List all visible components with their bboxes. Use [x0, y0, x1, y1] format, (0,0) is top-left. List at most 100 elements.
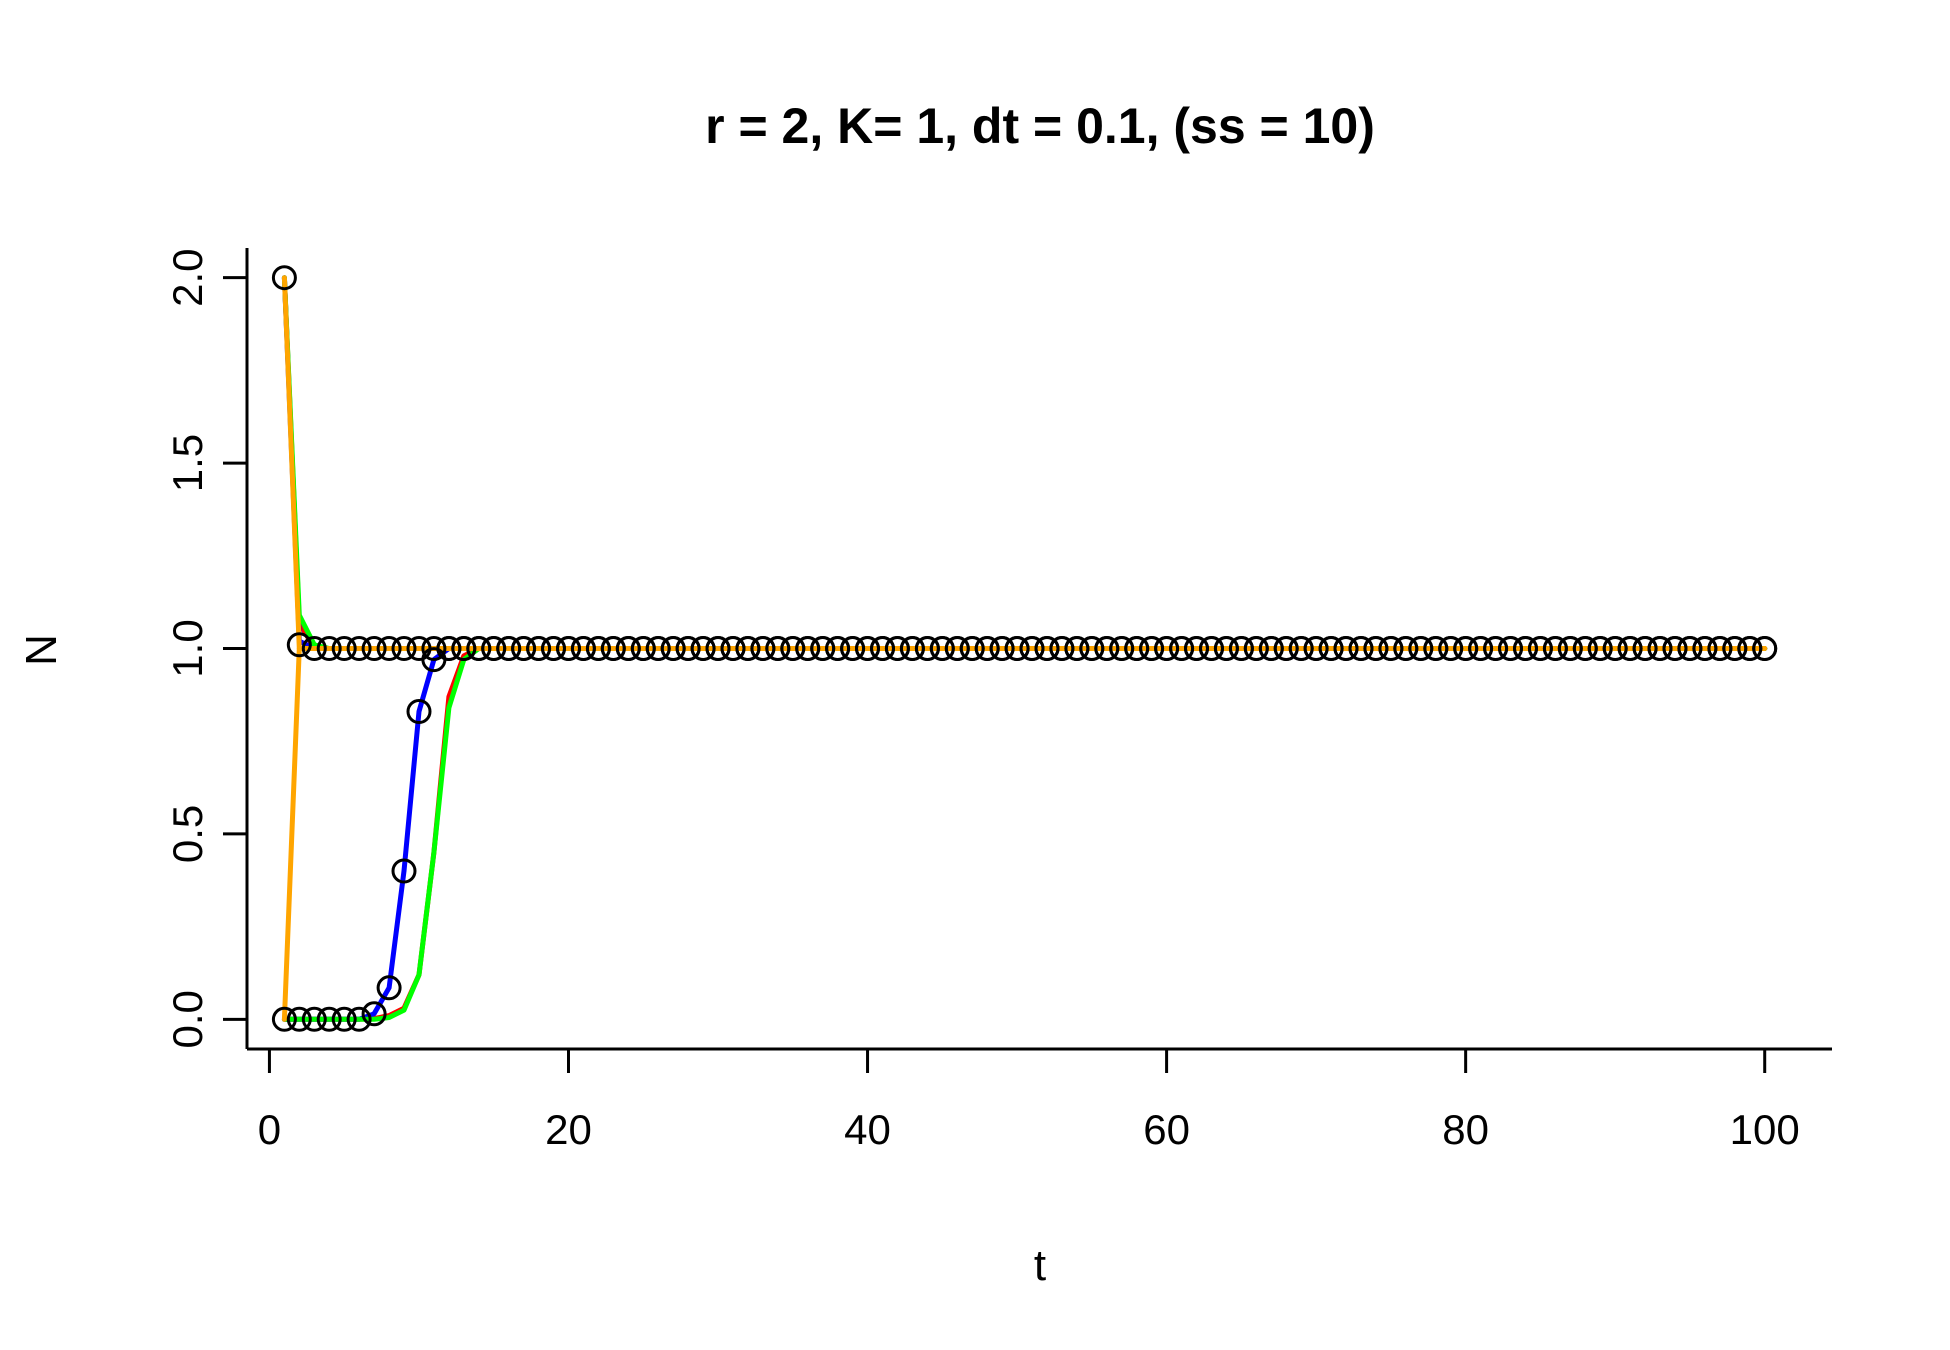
data-point [1109, 636, 1135, 661]
data-point [1453, 636, 1479, 661]
data-point [286, 1006, 312, 1032]
series-line-2 [281, 646, 1768, 1022]
x-tick-label: 0 [258, 1106, 281, 1153]
data-point [1004, 636, 1030, 661]
data-point [1079, 636, 1105, 661]
data-point [1273, 636, 1299, 661]
data-point [1378, 636, 1404, 661]
series-line-0 [281, 646, 1768, 1022]
data-point [376, 975, 402, 1001]
data-point [735, 636, 761, 661]
data-point [1662, 636, 1688, 661]
data-point [1124, 636, 1150, 661]
data-point [1199, 636, 1224, 661]
data-point [1632, 636, 1658, 661]
data-point [1513, 636, 1538, 661]
data-point [675, 636, 701, 661]
data-point [1722, 636, 1748, 661]
x-tick-label: 20 [545, 1106, 592, 1153]
y-tick-label: 1.0 [164, 619, 211, 677]
data-point [1707, 636, 1733, 661]
y-tick-label: 1.5 [164, 434, 211, 492]
data-point [825, 636, 851, 661]
data-point [466, 636, 492, 661]
data-point [959, 636, 985, 661]
data-point [780, 636, 806, 661]
data-point [660, 636, 686, 661]
data-point [1438, 636, 1464, 661]
data-point [765, 636, 791, 661]
data-point [1348, 636, 1374, 661]
data-point [929, 636, 955, 661]
data-point [1363, 636, 1389, 661]
data-point [1184, 636, 1209, 661]
data-point [1303, 636, 1329, 661]
data-point [1288, 636, 1314, 661]
data-point [1468, 636, 1494, 661]
data-point [496, 636, 522, 661]
data-point [271, 265, 297, 291]
data-point [720, 636, 746, 661]
y-tick-label: 0.0 [164, 990, 211, 1048]
data-point [286, 632, 312, 658]
data-point [1677, 636, 1703, 661]
data-point [914, 636, 940, 661]
data-point [974, 636, 1000, 661]
data-point [1094, 636, 1120, 661]
axes: 0 20 40 60 80 100 0.0 0.5 1.0 1.5 2.0 [164, 248, 1832, 1153]
data-point [1034, 636, 1060, 661]
data-point [331, 1006, 357, 1032]
data-point [361, 1001, 387, 1027]
data-point [1483, 636, 1509, 661]
data-point [1154, 636, 1180, 661]
data-point [855, 636, 880, 661]
data-point [541, 636, 566, 661]
data-point [570, 636, 596, 661]
data-point [1049, 636, 1075, 661]
data-point [1333, 636, 1359, 661]
data-point [600, 636, 626, 661]
data-point [436, 636, 462, 661]
data-point [615, 636, 641, 661]
data-point [511, 636, 537, 661]
data-point [1572, 636, 1598, 661]
data-point [1423, 636, 1449, 661]
data-point [451, 636, 477, 661]
data-point [316, 636, 342, 661]
data-point [989, 636, 1015, 661]
data-point [346, 636, 372, 661]
y-axis-title: N [17, 634, 66, 666]
data-point [750, 636, 776, 661]
data-point [391, 636, 417, 661]
data-point [406, 699, 432, 724]
data-point [421, 636, 447, 661]
y-tick-label: 0.5 [164, 805, 211, 863]
series-line-5 [281, 275, 1768, 651]
data-point [810, 636, 836, 661]
data-point [271, 1006, 297, 1032]
x-tick-label: 60 [1143, 1106, 1190, 1153]
data-point [1019, 636, 1045, 661]
series-line-6 [281, 275, 1768, 651]
data-point [585, 636, 611, 661]
data-point [1617, 636, 1643, 661]
data-point [1498, 636, 1523, 661]
data-point [1647, 636, 1673, 661]
data-point [1228, 636, 1254, 661]
data-point [795, 636, 821, 661]
data-point [645, 636, 671, 661]
series-line-7 [281, 646, 1768, 1022]
data-point [1139, 636, 1165, 661]
data-point [331, 636, 357, 661]
data-point [1692, 636, 1718, 661]
data-point [391, 858, 417, 884]
chart-title: r = 2, K= 1, dt = 0.1, (ss = 10) [705, 98, 1375, 154]
data-point [1737, 636, 1763, 661]
data-point [1258, 636, 1284, 661]
plot-series [281, 275, 1768, 1022]
data-point [361, 636, 387, 661]
x-tick-label: 100 [1730, 1106, 1800, 1153]
y-tick-label: 2.0 [164, 248, 211, 306]
data-point [1587, 636, 1613, 661]
